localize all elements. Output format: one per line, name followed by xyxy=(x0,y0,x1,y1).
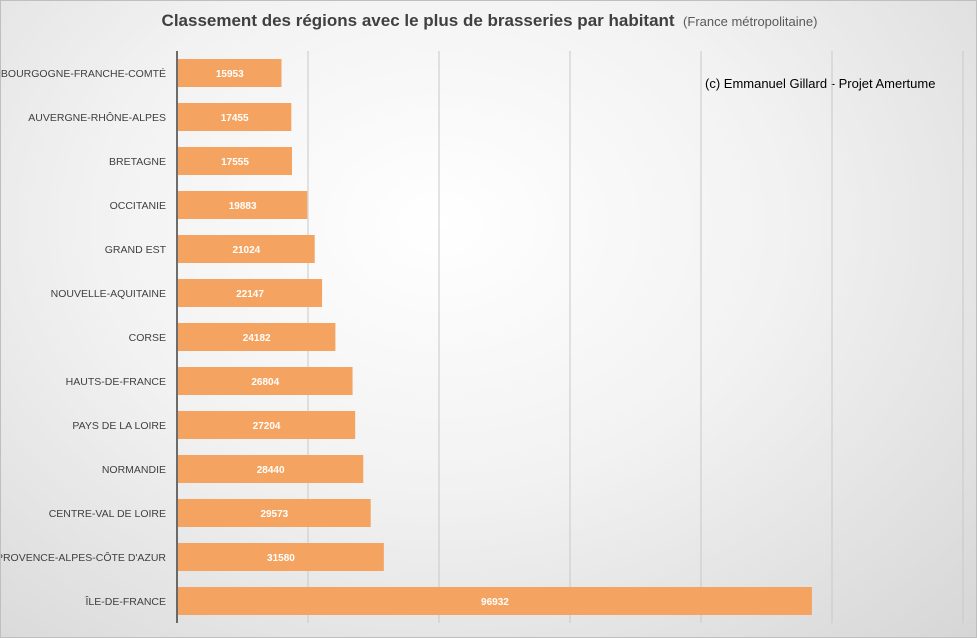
data-label: 31580 xyxy=(267,553,295,564)
copyright-watermark: (c) Emmanuel Gillard - Projet Amertume xyxy=(705,76,936,91)
category-label: ÎLE-DE-FRANCE xyxy=(84,595,166,608)
bar xyxy=(178,191,308,219)
category-label: PAYS DE LA LOIRE xyxy=(72,420,166,432)
category-label: NOUVELLE-AQUITAINE xyxy=(51,288,166,300)
category-label: PROVENCE-ALPES-CÔTE D'AZUR xyxy=(1,551,166,564)
category-label: BRETAGNE xyxy=(109,156,166,168)
bar xyxy=(178,235,315,263)
bar xyxy=(178,499,371,527)
data-label: 19883 xyxy=(229,201,257,212)
data-label: 22147 xyxy=(236,289,264,300)
data-label: 26804 xyxy=(251,377,279,388)
bar xyxy=(178,147,292,175)
bar xyxy=(178,411,356,439)
bar xyxy=(178,103,292,131)
category-label: HAUTS-DE-FRANCE xyxy=(66,376,166,388)
data-label: 96932 xyxy=(481,597,509,608)
data-label: 29573 xyxy=(260,509,288,520)
category-label: OCCITANIE xyxy=(110,200,166,212)
data-label: 21024 xyxy=(232,245,260,256)
data-label: 28440 xyxy=(257,465,285,476)
chart-subtitle: (France métropolitaine) xyxy=(683,14,818,29)
bar xyxy=(178,279,323,307)
category-label: GRAND EST xyxy=(105,244,167,256)
bar xyxy=(178,587,812,615)
data-label: 15953 xyxy=(216,69,244,80)
category-label: AUVERGNE-RHÔNE-ALPES xyxy=(28,111,166,124)
category-label: CENTRE-VAL DE LOIRE xyxy=(49,508,166,520)
category-label: BOURGOGNE-FRANCHE-COMTÉ xyxy=(1,67,166,80)
bar xyxy=(178,59,282,87)
data-label: 17555 xyxy=(221,157,249,168)
category-label: NORMANDIE xyxy=(102,464,166,476)
chart-title: Classement des régions avec le plus de b… xyxy=(1,11,976,31)
data-label: 24182 xyxy=(243,333,271,344)
bar xyxy=(178,543,384,571)
bar xyxy=(178,367,353,395)
chart-title-main: Classement des régions avec le plus de b… xyxy=(161,11,675,30)
bar xyxy=(178,455,364,483)
category-label: CORSE xyxy=(129,332,166,344)
data-label: 27204 xyxy=(253,421,281,432)
data-label: 17455 xyxy=(221,113,249,124)
bar xyxy=(178,323,336,351)
